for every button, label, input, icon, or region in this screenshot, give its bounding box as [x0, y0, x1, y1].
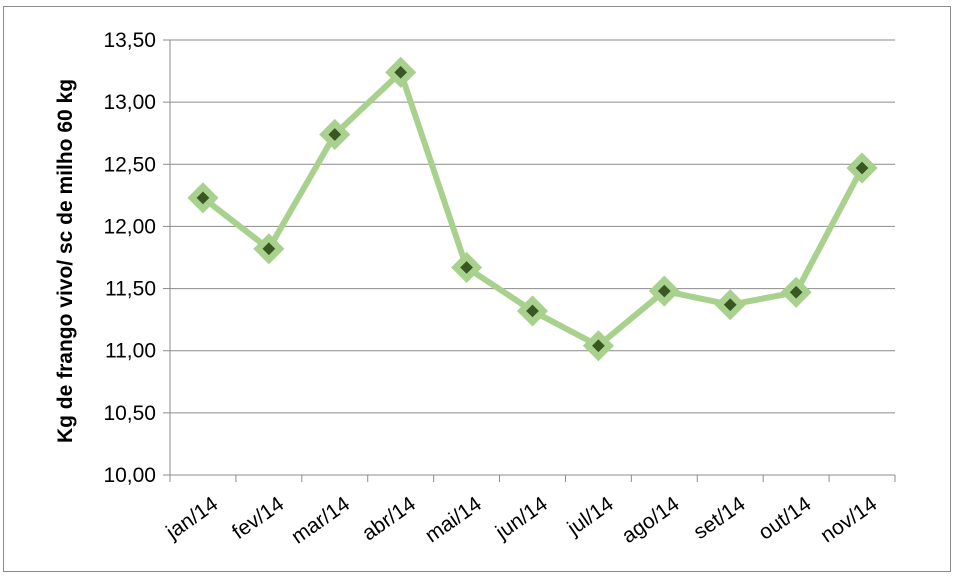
x-tick-label: jan/14: [161, 492, 222, 544]
x-tick-label: out/14: [754, 492, 815, 545]
data-point: [582, 330, 614, 362]
data-point: [187, 182, 219, 214]
y-tick-label: 10,50: [103, 402, 156, 425]
data-point: [780, 276, 812, 308]
x-tick-label: mar/14: [287, 492, 354, 549]
axes: [163, 39, 896, 482]
x-tick-label: abr/14: [358, 492, 420, 545]
marker-inner: [196, 191, 210, 205]
gridlines: [170, 39, 895, 476]
marker-inner: [262, 242, 276, 256]
data-point: [385, 56, 417, 88]
marker-inner: [394, 65, 408, 79]
x-tick-label: mai/14: [421, 492, 486, 547]
data-point: [451, 251, 483, 283]
y-tick-label: 12,50: [103, 153, 156, 176]
x-tick-label: set/14: [689, 492, 749, 544]
marker-inner: [328, 128, 342, 141]
y-tick-label: 11,00: [105, 340, 156, 363]
marker-inner: [460, 261, 473, 274]
data-point: [319, 118, 351, 151]
y-tick-label: 11,50: [105, 278, 156, 301]
data-point: [846, 152, 878, 184]
series: [187, 56, 878, 362]
x-axis-tick-labels: jan/14 fev/14 mar/14 abr/14 mai/14 jun/14 jul/…: [161, 492, 881, 549]
y-tick-label: 10,00: [103, 464, 156, 487]
x-tick-label: fev/14: [228, 492, 288, 544]
y-tick-label: 13,50: [103, 29, 156, 52]
data-point: [648, 275, 680, 307]
y-tick-label: 13,00: [103, 91, 156, 114]
y-tick-label: 12,00: [103, 215, 156, 238]
x-tick-label: ago/14: [618, 492, 684, 548]
data-point: [714, 289, 746, 321]
data-point: [516, 295, 549, 327]
x-tick-label: jun/14: [491, 492, 552, 544]
y-axis-tick-labels: 10,00 10,50 11,00 11,50 12,00 12,50 13,00 13,50: [103, 29, 156, 487]
x-tick-label: jul/14: [563, 492, 618, 540]
y-axis-title: Kg de frango vivo/ sc de milho 60 kg: [54, 79, 77, 443]
x-tick-label: nov/14: [816, 492, 881, 547]
